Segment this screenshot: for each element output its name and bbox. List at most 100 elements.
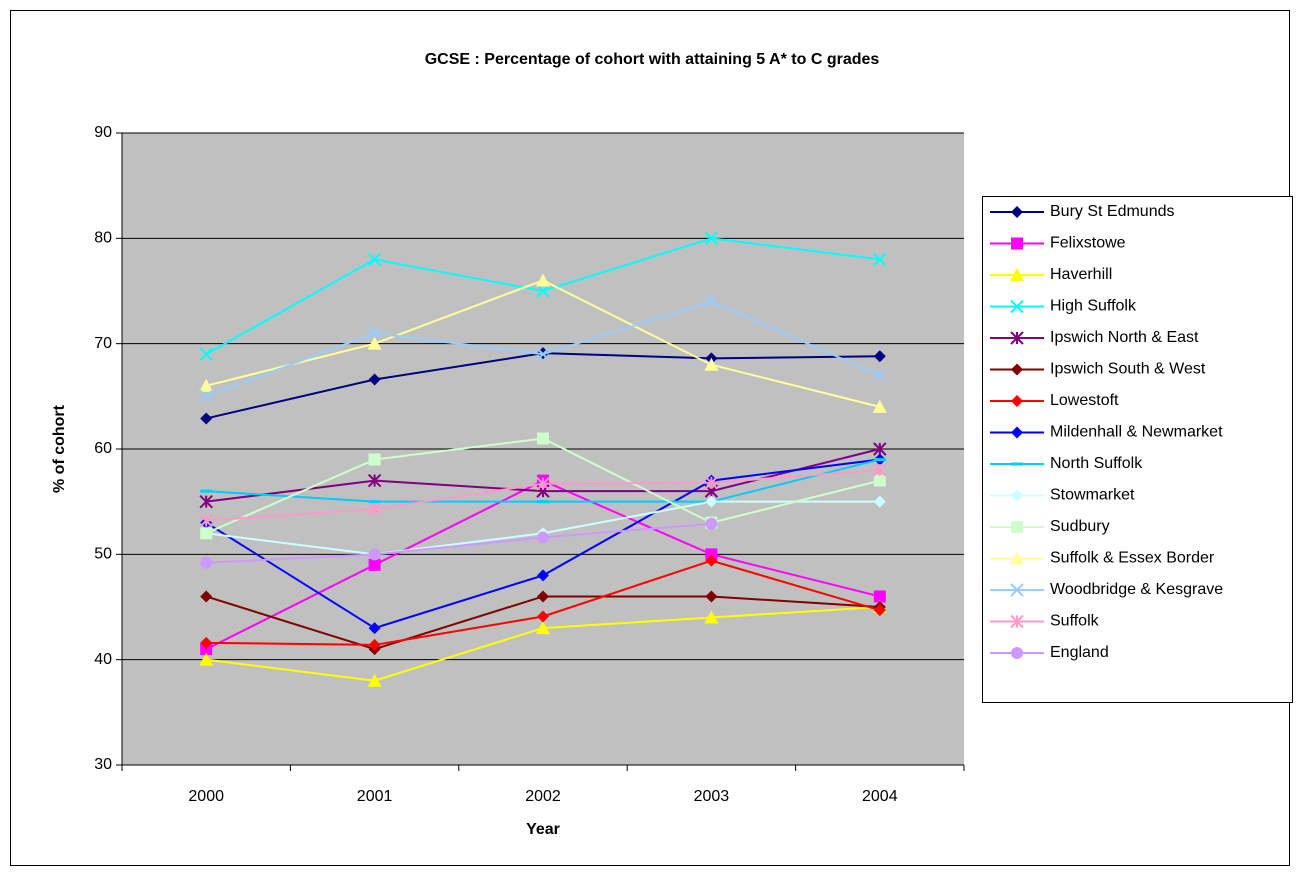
marker bbox=[1011, 363, 1023, 376]
marker bbox=[368, 558, 381, 571]
marker bbox=[704, 231, 719, 246]
marker bbox=[704, 610, 719, 624]
marker bbox=[368, 638, 381, 651]
x-tick-label: 2003 bbox=[694, 788, 730, 805]
marker bbox=[1010, 299, 1024, 314]
marker bbox=[705, 548, 718, 561]
marker bbox=[199, 652, 214, 666]
marker bbox=[200, 590, 213, 603]
x-tick-label: 2002 bbox=[525, 788, 561, 805]
y-tick-label: 30 bbox=[94, 756, 112, 773]
marker bbox=[200, 527, 213, 540]
marker bbox=[199, 347, 213, 361]
marker bbox=[873, 590, 886, 603]
marker bbox=[1011, 462, 1023, 466]
marker bbox=[1011, 426, 1023, 439]
marker bbox=[536, 347, 550, 361]
marker bbox=[873, 252, 887, 267]
marker bbox=[368, 622, 381, 635]
marker bbox=[1010, 614, 1024, 629]
marker bbox=[704, 357, 719, 371]
marker bbox=[537, 531, 549, 544]
series-line bbox=[206, 522, 712, 564]
marker bbox=[368, 548, 381, 561]
x-tick-label: 2000 bbox=[188, 788, 224, 805]
y-tick-label: 60 bbox=[94, 440, 112, 457]
legend-label: Mildenhall & Newmarket bbox=[1050, 424, 1223, 441]
marker bbox=[1011, 489, 1023, 502]
y-tick-label: 80 bbox=[94, 230, 112, 247]
marker bbox=[873, 368, 887, 382]
marker bbox=[200, 556, 213, 569]
x-axis-label: Year bbox=[526, 821, 560, 838]
marker bbox=[367, 326, 382, 340]
marker bbox=[537, 590, 549, 603]
marker bbox=[367, 502, 382, 516]
legend-label: Lowestoft bbox=[1050, 392, 1119, 409]
marker bbox=[704, 475, 719, 490]
marker bbox=[199, 389, 213, 404]
marker bbox=[705, 517, 718, 530]
marker bbox=[873, 350, 886, 363]
legend-label: England bbox=[1050, 644, 1109, 661]
marker bbox=[536, 621, 550, 635]
marker bbox=[537, 569, 549, 582]
marker bbox=[199, 378, 214, 392]
marker bbox=[537, 610, 549, 623]
y-tick-label: 90 bbox=[94, 124, 112, 141]
marker bbox=[873, 495, 886, 508]
x-tick-label: 2001 bbox=[357, 788, 393, 805]
marker bbox=[704, 294, 719, 309]
legend-label: Suffolk bbox=[1050, 613, 1100, 630]
marker bbox=[1010, 583, 1024, 597]
marker bbox=[1011, 647, 1023, 659]
y-axis-label: % of cohort bbox=[51, 404, 68, 493]
marker bbox=[537, 432, 549, 445]
marker bbox=[705, 495, 718, 508]
y-tick-label: 70 bbox=[94, 335, 112, 352]
legend-label: Suffolk & Essex Border bbox=[1050, 550, 1215, 567]
x-tick-label: 2004 bbox=[862, 788, 898, 805]
legend-label: High Suffolk bbox=[1050, 298, 1137, 315]
legend-label: North Suffolk bbox=[1050, 455, 1143, 472]
marker bbox=[368, 453, 381, 466]
marker bbox=[537, 500, 549, 504]
marker bbox=[367, 336, 382, 350]
marker bbox=[873, 458, 886, 462]
legend-label: Woodbridge & Kesgrave bbox=[1050, 581, 1223, 598]
marker bbox=[705, 590, 718, 603]
marker bbox=[536, 477, 550, 491]
legend-label: Haverhill bbox=[1050, 266, 1112, 283]
marker bbox=[705, 554, 718, 567]
marker bbox=[1010, 331, 1024, 345]
marker bbox=[1011, 521, 1023, 533]
legend-label: Ipswich South & West bbox=[1050, 361, 1206, 378]
marker bbox=[873, 463, 887, 477]
legend-label: Bury St Edmunds bbox=[1050, 203, 1175, 220]
marker bbox=[367, 252, 382, 267]
legend-label: Felixstowe bbox=[1050, 235, 1126, 252]
marker bbox=[199, 513, 213, 528]
marker bbox=[200, 643, 213, 656]
marker bbox=[200, 412, 213, 425]
legend-label: Stowmarket bbox=[1050, 487, 1135, 504]
marker bbox=[536, 273, 550, 287]
marker bbox=[872, 399, 887, 413]
legend bbox=[982, 196, 1293, 703]
marker bbox=[1010, 551, 1024, 565]
marker bbox=[200, 489, 213, 493]
marker bbox=[367, 673, 382, 687]
chart-title: GCSE : Percentage of cohort with attaini… bbox=[425, 51, 880, 68]
marker bbox=[1011, 237, 1023, 250]
legend-label: Sudbury bbox=[1050, 518, 1110, 535]
marker bbox=[368, 500, 381, 504]
marker bbox=[1011, 206, 1023, 218]
marker bbox=[368, 373, 381, 386]
y-tick-label: 50 bbox=[94, 546, 112, 563]
marker bbox=[873, 442, 887, 456]
marker bbox=[1010, 268, 1024, 281]
marker bbox=[199, 494, 213, 509]
legend-label: Ipswich North & East bbox=[1050, 329, 1199, 346]
marker bbox=[200, 636, 213, 649]
